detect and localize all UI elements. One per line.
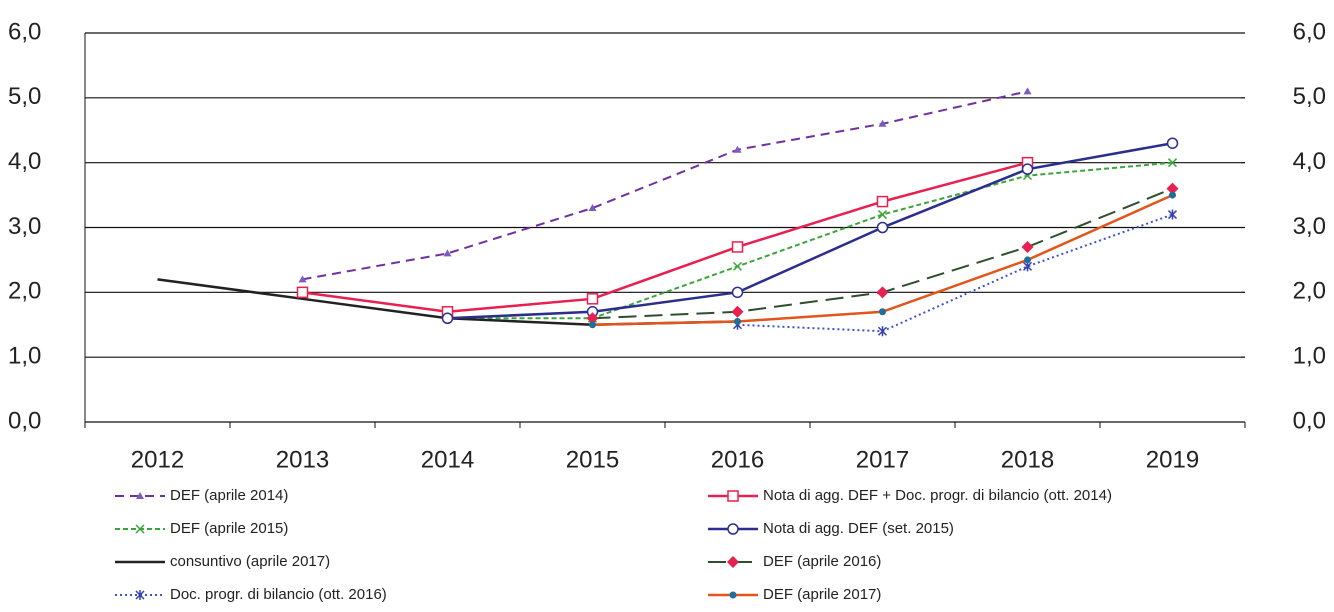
marker — [1166, 182, 1179, 195]
marker — [876, 221, 889, 234]
marker — [732, 261, 743, 271]
marker — [135, 590, 145, 600]
legend-label: DEF (aprile 2016) — [763, 553, 881, 570]
x-tick-label: 2013 — [276, 446, 329, 473]
marker — [727, 523, 739, 535]
marker — [731, 286, 744, 299]
marker — [734, 318, 741, 326]
marker — [727, 490, 739, 502]
marker — [586, 293, 599, 305]
marker — [589, 321, 596, 329]
marker — [1169, 191, 1176, 199]
marker — [1023, 87, 1032, 95]
legend-label: DEF (aprile 2017) — [763, 586, 881, 603]
legend-label: Doc. progr. di bilancio (ott. 2016) — [170, 586, 387, 603]
marker — [298, 275, 307, 283]
marker — [877, 326, 888, 337]
x-tick-label: 2018 — [1001, 446, 1054, 473]
marker — [876, 195, 889, 208]
marker — [1021, 163, 1034, 175]
marker — [136, 492, 144, 499]
y-tick-label: 2,0 — [8, 278, 41, 305]
series-line — [302, 161, 1028, 314]
y-tick-label: 3,0 — [8, 213, 41, 240]
legend-label: DEF (aprile 2015) — [170, 520, 288, 537]
x-tick-label: 2016 — [711, 446, 764, 473]
y2-tick-label: 2,0 — [1293, 278, 1326, 305]
marker — [1024, 256, 1031, 264]
marker — [877, 210, 888, 220]
y-tick-label: 4,0 — [8, 148, 41, 175]
x-tick-label: 2012 — [131, 446, 184, 473]
legend-label: Nota di agg. DEF (set. 2015) — [763, 520, 954, 537]
y2-tick-label: 5,0 — [1293, 83, 1326, 110]
x-tick-label: 2019 — [1146, 446, 1199, 473]
series-line — [592, 187, 1173, 320]
marker — [135, 524, 145, 534]
marker — [588, 204, 597, 212]
marker — [729, 591, 737, 599]
y2-tick-label: 3,0 — [1293, 213, 1326, 240]
x-tick-label: 2014 — [421, 446, 474, 473]
y2-tick-label: 4,0 — [1293, 148, 1326, 175]
y-tick-label: 1,0 — [8, 343, 41, 370]
marker — [1021, 240, 1034, 253]
marker — [443, 249, 452, 257]
marker — [731, 305, 744, 318]
series-line — [447, 161, 1173, 320]
marker — [441, 312, 454, 325]
marker — [296, 286, 309, 299]
series-line — [737, 213, 1173, 333]
y-tick-label: 0,0 — [8, 407, 41, 434]
series-line — [447, 141, 1173, 320]
marker — [733, 145, 742, 153]
legend-label: consuntivo (aprile 2017) — [170, 553, 330, 570]
marker — [879, 308, 886, 316]
y-tick-label: 5,0 — [8, 83, 41, 110]
marker — [1167, 158, 1178, 168]
legend-label: DEF (aprile 2014) — [170, 487, 288, 504]
marker — [586, 312, 599, 325]
marker — [1167, 209, 1178, 220]
y2-tick-label: 0,0 — [1293, 407, 1326, 434]
marker — [1166, 137, 1179, 149]
legend-label: Nota di agg. DEF + Doc. progr. di bilanc… — [763, 487, 1112, 504]
x-tick-label: 2017 — [856, 446, 909, 473]
series-line — [302, 90, 1028, 281]
x-tick-label: 2015 — [566, 446, 619, 473]
marker — [876, 286, 889, 299]
marker — [727, 556, 739, 568]
y2-tick-label: 6,0 — [1293, 18, 1326, 45]
marker — [731, 241, 744, 253]
y-tick-label: 6,0 — [8, 18, 41, 45]
y2-tick-label: 1,0 — [1293, 343, 1326, 370]
marker — [878, 119, 887, 127]
